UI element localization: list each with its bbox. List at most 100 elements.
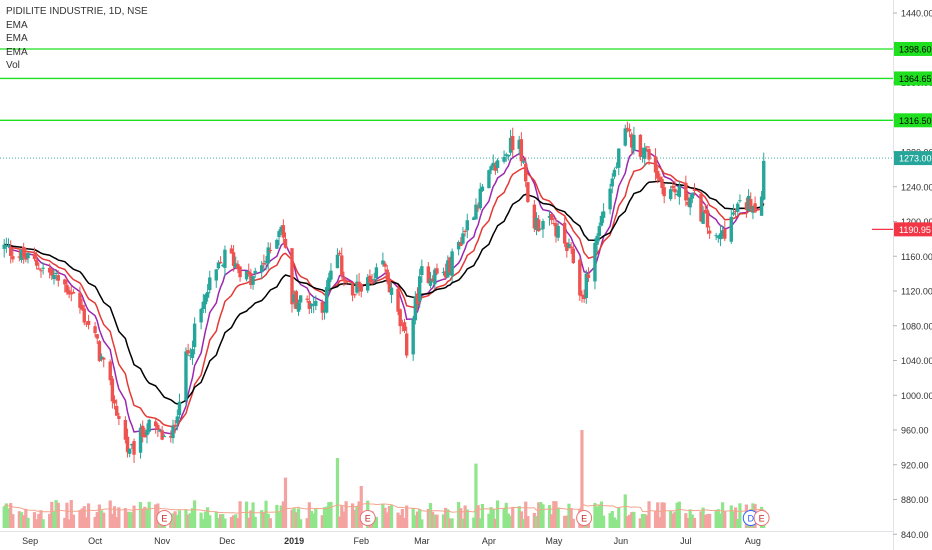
candle-body[interactable]	[625, 127, 630, 129]
candle-body[interactable]	[147, 419, 151, 432]
candle-body[interactable]	[716, 236, 720, 238]
candle-body[interactable]	[571, 248, 576, 264]
candle-body[interactable]	[383, 263, 387, 267]
candle-body[interactable]	[547, 216, 552, 218]
candle-body[interactable]	[638, 134, 643, 157]
candle-body[interactable]	[480, 186, 485, 191]
candle-body[interactable]	[156, 424, 160, 430]
candle-body[interactable]	[145, 429, 149, 436]
candle-body[interactable]	[229, 248, 234, 254]
candle-body[interactable]	[387, 280, 392, 293]
candle-body[interactable]	[327, 277, 331, 290]
candle-body[interactable]	[554, 223, 558, 237]
candle-body[interactable]	[353, 293, 357, 296]
candle-body[interactable]	[247, 271, 251, 275]
candle-body[interactable]	[277, 231, 281, 238]
candle-body[interactable]	[231, 252, 236, 266]
candle-body[interactable]	[86, 320, 91, 325]
candle-body[interactable]	[595, 236, 599, 245]
candle-body[interactable]	[428, 278, 433, 286]
candle-body[interactable]	[184, 351, 188, 401]
candle-body[interactable]	[647, 149, 651, 160]
candle-body[interactable]	[372, 279, 376, 281]
candle-body[interactable]	[539, 228, 543, 230]
candle-body[interactable]	[640, 155, 645, 157]
candle-body[interactable]	[102, 357, 106, 360]
candle-body[interactable]	[762, 160, 766, 200]
candle-body[interactable]	[34, 259, 39, 266]
candle-body[interactable]	[216, 262, 221, 269]
candle-body[interactable]	[290, 248, 294, 305]
candle-body[interactable]	[63, 279, 67, 285]
candle-body[interactable]	[158, 430, 162, 432]
candle-body[interactable]	[24, 254, 28, 260]
candle-body[interactable]	[456, 241, 461, 250]
candle-body[interactable]	[11, 256, 15, 260]
candle-body[interactable]	[413, 296, 418, 321]
candle-body[interactable]	[686, 201, 690, 205]
candle-body[interactable]	[50, 269, 54, 276]
candle-body[interactable]	[110, 378, 115, 402]
candle-body[interactable]	[692, 189, 697, 192]
candle-body[interactable]	[305, 298, 309, 300]
candle-body[interactable]	[17, 256, 22, 258]
candle-body[interactable]	[599, 215, 604, 226]
candle-body[interactable]	[534, 217, 539, 230]
candle-body[interactable]	[643, 147, 647, 159]
candle-body[interactable]	[234, 263, 238, 268]
candle-body[interactable]	[69, 292, 73, 295]
candle-body[interactable]	[275, 239, 279, 249]
candle-body[interactable]	[359, 284, 363, 292]
candle-body[interactable]	[565, 242, 569, 252]
candle-body[interactable]	[593, 242, 597, 282]
candle-body[interactable]	[671, 185, 675, 189]
candle-body[interactable]	[511, 135, 515, 151]
candle-body[interactable]	[398, 309, 402, 327]
candle-body[interactable]	[266, 247, 270, 264]
candle-body[interactable]	[448, 257, 452, 273]
candle-body[interactable]	[80, 304, 84, 310]
candle-body[interactable]	[218, 261, 223, 264]
candle-body[interactable]	[298, 295, 303, 303]
candle-body[interactable]	[97, 341, 102, 361]
candle-body[interactable]	[495, 160, 500, 169]
candle-body[interactable]	[662, 187, 666, 197]
candle-body[interactable]	[472, 217, 476, 220]
candle-body[interactable]	[656, 170, 660, 179]
candle-body[interactable]	[374, 267, 379, 279]
candle-body[interactable]	[171, 425, 175, 439]
candle-body[interactable]	[446, 260, 450, 278]
candle-body[interactable]	[474, 204, 478, 220]
candle-body[interactable]	[65, 284, 69, 293]
candle-body[interactable]	[253, 270, 257, 274]
candle-body[interactable]	[236, 264, 240, 270]
candle-body[interactable]	[729, 216, 733, 242]
candle-body[interactable]	[188, 355, 192, 357]
candle-body[interactable]	[493, 165, 498, 171]
candle-body[interactable]	[32, 253, 37, 260]
candle-body[interactable]	[519, 139, 524, 162]
candle-body[interactable]	[294, 291, 299, 310]
candle-body[interactable]	[84, 323, 89, 325]
candle-body[interactable]	[264, 260, 268, 263]
candle-body[interactable]	[56, 275, 60, 281]
candle-body[interactable]	[99, 356, 104, 360]
candle-body[interactable]	[521, 161, 526, 163]
candle-body[interactable]	[684, 182, 688, 201]
candle-body[interactable]	[205, 292, 210, 298]
candle-body[interactable]	[707, 230, 712, 234]
candle-body[interactable]	[465, 220, 469, 231]
candle-body[interactable]	[744, 202, 749, 210]
candle-body[interactable]	[411, 318, 415, 355]
candle-body[interactable]	[344, 281, 348, 283]
candle-body[interactable]	[610, 178, 614, 187]
candle-body[interactable]	[556, 226, 560, 238]
candle-body[interactable]	[238, 266, 242, 278]
candle-body[interactable]	[580, 294, 584, 297]
candle-body[interactable]	[417, 276, 422, 302]
candle-body[interactable]	[112, 399, 117, 404]
candle-body[interactable]	[162, 435, 167, 437]
candle-body[interactable]	[260, 265, 264, 273]
candle-body[interactable]	[19, 250, 24, 260]
